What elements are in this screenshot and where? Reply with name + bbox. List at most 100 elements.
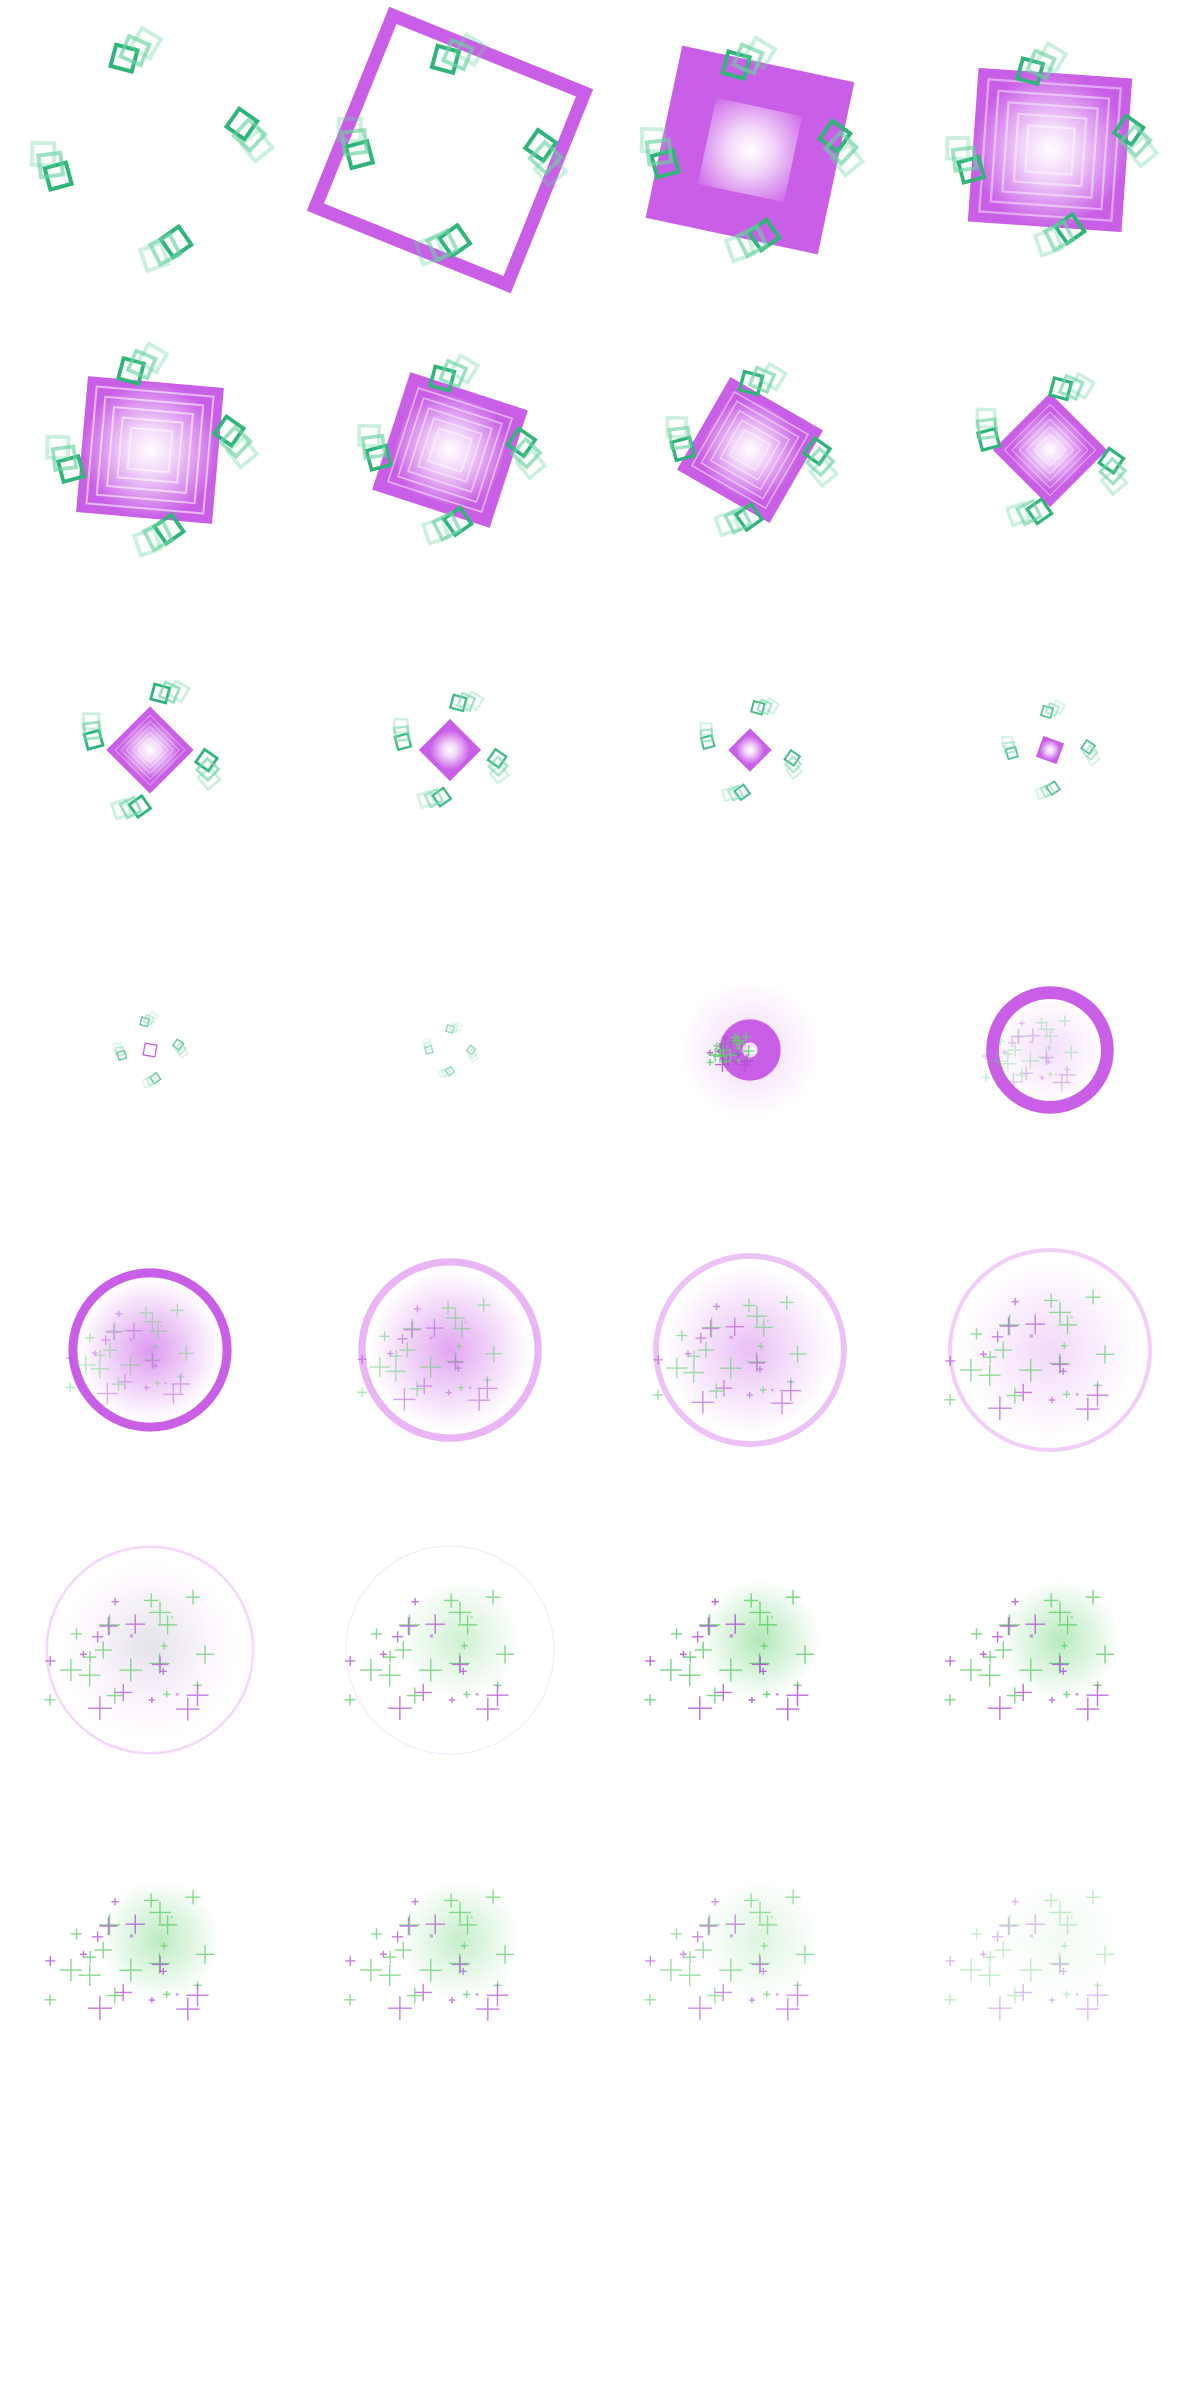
frame-graphic xyxy=(357,352,548,546)
sparkle-cross xyxy=(699,1617,718,1636)
sparkle-cross xyxy=(485,1889,501,1905)
sparkle-cross xyxy=(399,1917,418,1936)
square-inner-line xyxy=(1018,418,1082,482)
sparkle-cross xyxy=(739,1054,754,1069)
sparkle-cross xyxy=(451,1956,469,1973)
sparkle-cross xyxy=(945,1355,956,1367)
square-border xyxy=(992,392,1108,508)
green-square xyxy=(128,25,164,61)
sparkle-cross xyxy=(419,1958,443,1982)
sparkle-cross xyxy=(384,1950,397,1964)
frame-graphic xyxy=(356,1258,542,1442)
sparkle-cross xyxy=(691,1931,704,1943)
frame-graphic xyxy=(644,1580,820,1721)
sparkle-cross xyxy=(111,1377,126,1392)
sparkle-cross xyxy=(151,1656,169,1673)
green-glow xyxy=(100,1880,220,2000)
sparkle-cross xyxy=(448,1696,456,1704)
green-square xyxy=(975,407,997,429)
sparkle-cross xyxy=(978,1964,1001,1987)
square-cluster xyxy=(429,31,488,76)
sparkle-field xyxy=(344,1889,515,2021)
green-square xyxy=(822,129,860,167)
sparkle-cross xyxy=(120,1355,141,1376)
frame-graphic xyxy=(306,6,594,294)
sparkle-cross xyxy=(139,1306,153,1320)
green-square xyxy=(1044,701,1061,718)
sparkle-cross xyxy=(1025,1614,1046,1634)
sparkle-cross xyxy=(160,1642,168,1650)
sparkle-cross xyxy=(978,1364,1001,1387)
sparkle-cross xyxy=(759,1667,767,1675)
green-square xyxy=(146,1011,160,1024)
sparkle-cross xyxy=(1001,1049,1008,1056)
frame-19 xyxy=(600,1200,900,1500)
square-cluster xyxy=(115,340,170,387)
sparkle-dot xyxy=(429,1336,433,1340)
sparkle-cross xyxy=(652,1389,664,1401)
sparkle-cross xyxy=(145,1353,160,1368)
sparkle-cross xyxy=(477,1378,498,1399)
sparkle-cross xyxy=(476,1697,500,1721)
sparkle-cross xyxy=(987,1696,1012,1721)
sparkle-cross xyxy=(84,1650,97,1664)
square-cluster xyxy=(336,116,376,171)
green-square xyxy=(393,725,411,743)
sparkle-cross xyxy=(758,1615,778,1635)
square-cluster xyxy=(522,127,569,189)
square-cluster xyxy=(422,1038,434,1055)
green-square xyxy=(783,755,803,774)
sparkle-cross xyxy=(1045,1059,1051,1065)
sparkle-cross xyxy=(1014,1683,1032,1702)
sparkle-cross xyxy=(425,1318,444,1338)
frame-17 xyxy=(0,1200,300,1500)
sparkle-field xyxy=(706,1032,755,1073)
square-cluster xyxy=(427,352,481,393)
sparkle-cross xyxy=(105,1324,122,1340)
sparkle-cross xyxy=(706,1987,723,2004)
green-square xyxy=(463,690,485,712)
green-square xyxy=(1039,782,1056,799)
frame-graphic xyxy=(680,980,820,1120)
square-inner-line xyxy=(700,400,800,500)
sparkle-field xyxy=(944,1589,1115,1721)
green-square xyxy=(231,116,268,154)
sparkle-dot xyxy=(129,1634,133,1638)
green-square xyxy=(975,417,999,441)
sparkle-cross xyxy=(1047,1071,1053,1078)
sparkle-cross xyxy=(945,1655,956,1667)
green-square xyxy=(1050,699,1067,716)
sparkle-cross xyxy=(356,1387,368,1398)
sparkle-cross xyxy=(1086,1384,1109,1407)
sparkle-cross xyxy=(485,1345,503,1363)
sparkle-dot xyxy=(729,1934,733,1938)
sparkle-cross xyxy=(742,1298,756,1313)
green-square xyxy=(723,230,757,264)
sparkle-cross xyxy=(776,1697,800,1721)
green-square xyxy=(118,795,143,820)
green-square xyxy=(452,31,488,68)
sparkle-cross xyxy=(751,1956,769,1973)
frame-13 xyxy=(0,900,300,1200)
sparkle-cross xyxy=(779,1295,794,1310)
sparkle-cross xyxy=(749,1901,771,1924)
frame-graphic xyxy=(975,371,1129,528)
frame-graphic xyxy=(981,986,1114,1114)
sparkle-dot xyxy=(1052,1031,1054,1033)
sparkle-field xyxy=(644,1889,815,2021)
square-inner-line xyxy=(1024,124,1076,176)
sparkle-cross xyxy=(991,1631,1004,1643)
sparkle-cross xyxy=(694,1941,712,1959)
sparkle-cross xyxy=(691,1390,715,1414)
burst-ring xyxy=(653,1253,847,1447)
sparkle-cross xyxy=(378,1664,401,1687)
green-square xyxy=(730,41,766,77)
sparkle-cross xyxy=(87,1996,112,2021)
square-inner-line xyxy=(106,406,194,494)
frame-graphic xyxy=(44,1545,255,1755)
sparkle-dot xyxy=(1075,1692,1079,1696)
sparkle-cross xyxy=(476,1298,491,1312)
sparkle-dot xyxy=(175,1992,179,1996)
sparkle-cross xyxy=(999,1914,1021,1936)
sparkle-cross xyxy=(999,1314,1021,1336)
